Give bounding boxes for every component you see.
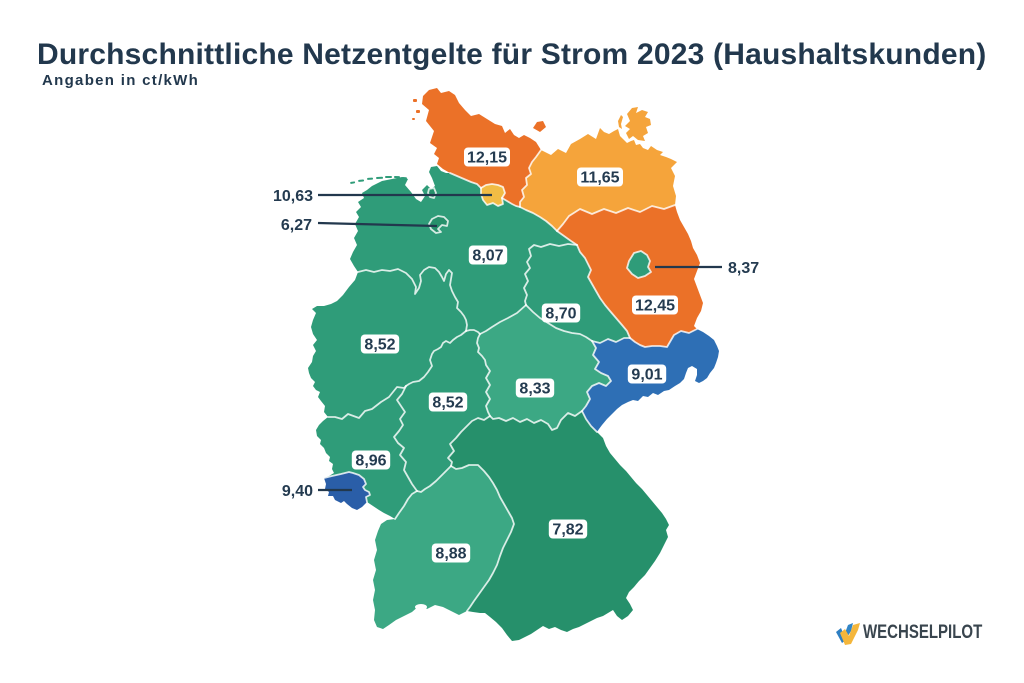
svg-text:8,70: 8,70 xyxy=(545,306,576,323)
svg-text:12,45: 12,45 xyxy=(635,298,675,315)
svg-text:12,15: 12,15 xyxy=(467,150,507,167)
svg-text:9,01: 9,01 xyxy=(631,367,662,384)
svg-text:8,07: 8,07 xyxy=(472,248,503,265)
svg-text:7,82: 7,82 xyxy=(552,522,583,539)
svg-text:8,96: 8,96 xyxy=(355,453,386,470)
svg-text:10,63: 10,63 xyxy=(273,188,313,205)
svg-text:8,52: 8,52 xyxy=(364,337,395,354)
svg-text:11,65: 11,65 xyxy=(580,170,619,187)
svg-text:8,33: 8,33 xyxy=(519,381,550,398)
svg-text:6,27: 6,27 xyxy=(281,217,312,234)
svg-text:8,52: 8,52 xyxy=(432,395,463,412)
svg-text:9,40: 9,40 xyxy=(282,483,313,500)
svg-text:8,88: 8,88 xyxy=(435,546,466,563)
svg-text:8,37: 8,37 xyxy=(728,260,759,277)
